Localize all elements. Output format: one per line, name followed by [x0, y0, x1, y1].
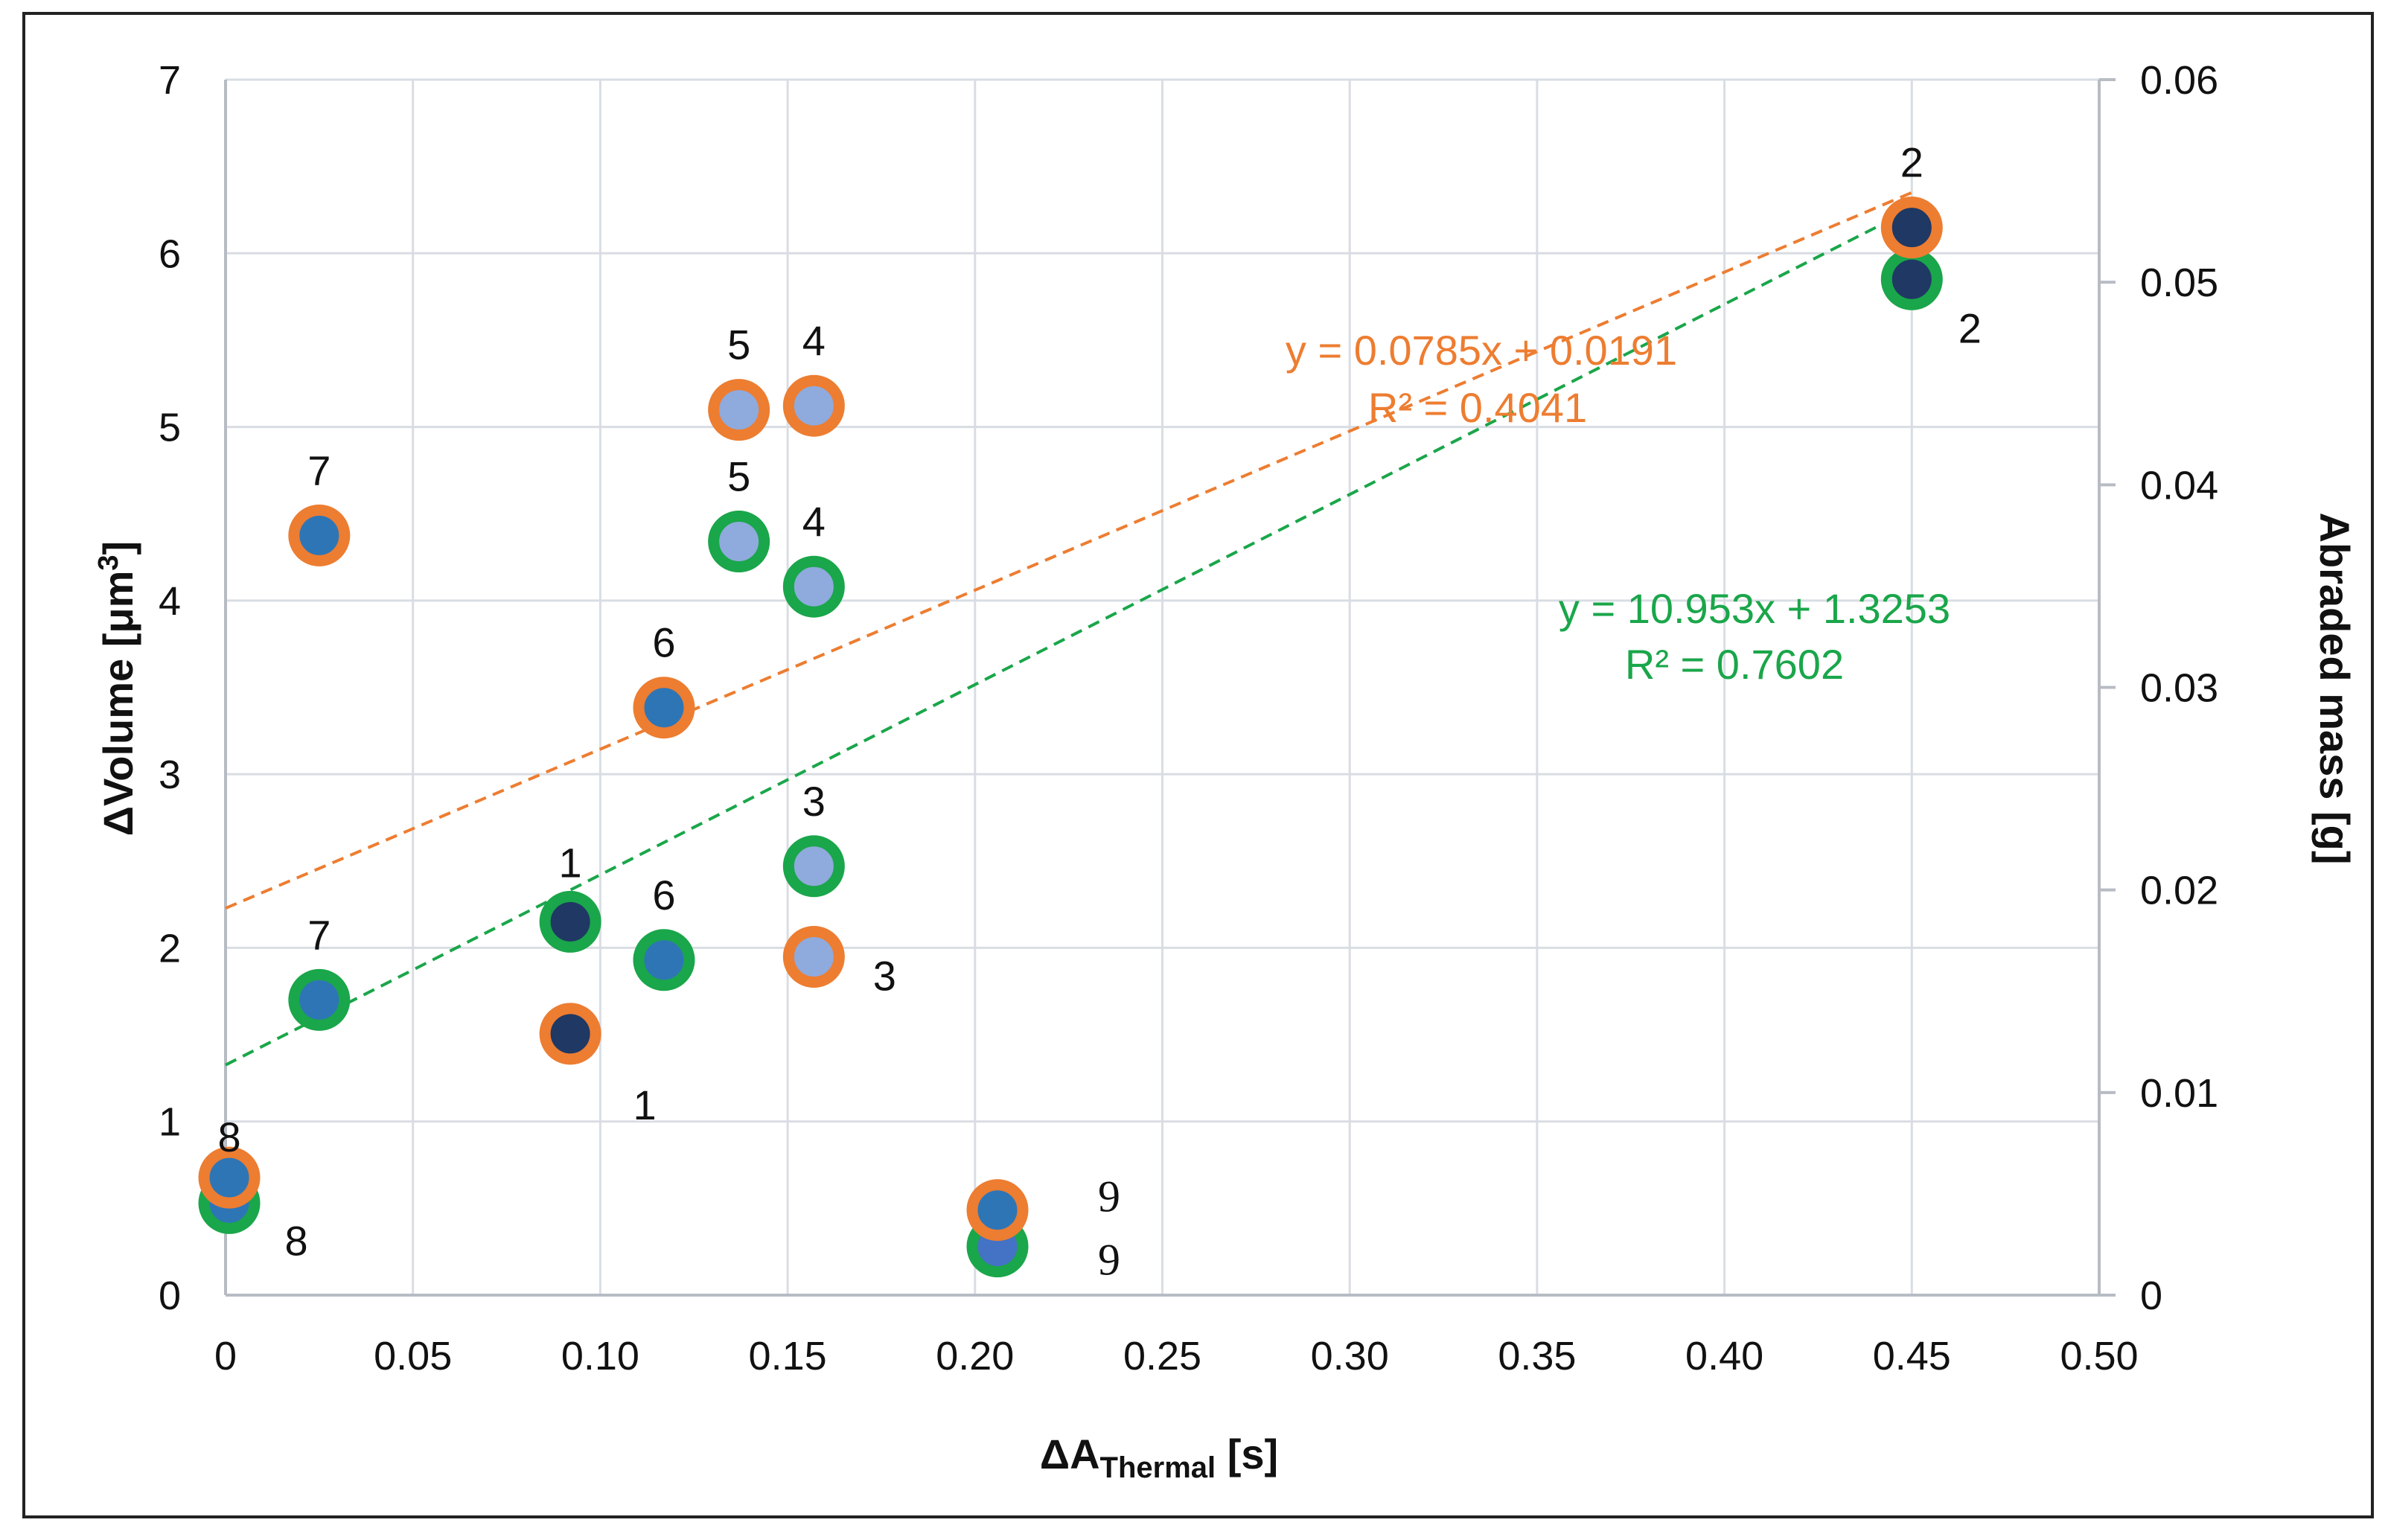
y-left-tick-label: 1 [159, 1100, 181, 1145]
data-point-label: 2 [1900, 139, 1924, 186]
data-point [708, 379, 770, 441]
x-axis-title: ΔAThermal [s] [1040, 1431, 1278, 1484]
data-point [782, 925, 845, 988]
data-point-label: 7 [307, 911, 331, 958]
data-point [198, 1146, 261, 1209]
orange-trend-equation: y = 0.0785x + 0.0191 [1286, 327, 1677, 374]
data-point-label: 5 [727, 453, 750, 500]
y-right-tick-label: 0.06 [2140, 58, 2218, 103]
y-left-tick-label: 7 [159, 58, 181, 103]
x-tick-label: 0.40 [1685, 1334, 1763, 1378]
data-point-label: 3 [802, 778, 826, 825]
data-point [633, 929, 695, 991]
data-point-label: 1 [559, 839, 582, 886]
data-point-label: 8 [284, 1217, 307, 1264]
data-point-label: 8 [217, 1114, 240, 1160]
x-tick-label: 0.30 [1311, 1334, 1389, 1378]
x-tick-label: 0.05 [374, 1334, 452, 1378]
data-point-label: 6 [652, 619, 675, 666]
data-point-label: 4 [802, 317, 826, 364]
data-point-label: 4 [802, 498, 826, 545]
y-left-tick-labels: 0 1 2 3 4 5 6 7 [159, 58, 181, 1318]
x-tick-label: 0.35 [1498, 1334, 1576, 1378]
y-right-tick-labels: 0 0.01 0.02 0.03 0.04 0.05 0.06 [2140, 58, 2218, 1318]
data-point [539, 1003, 601, 1065]
data-point-label: 7 [307, 447, 331, 493]
data-point [708, 511, 770, 573]
data-point-label: 9 [1098, 1236, 1120, 1285]
y-left-tick-label: 4 [159, 579, 181, 624]
x-tick-label: 0.45 [1873, 1334, 1951, 1378]
data-point [782, 835, 845, 898]
data-point-label: 2 [1958, 304, 1982, 351]
y-left-tick-label: 6 [159, 231, 181, 276]
data-point-label: 6 [652, 872, 675, 918]
data-point [539, 890, 601, 953]
x-tick-label: 0.25 [1123, 1334, 1201, 1378]
data-point-label: 9 [1098, 1172, 1120, 1221]
y-left-tick-label: 2 [159, 926, 181, 971]
x-tick-label: 0.15 [749, 1334, 827, 1378]
y-right-tick-label: 0.01 [2140, 1071, 2218, 1116]
data-point [633, 677, 695, 739]
x-tick-labels: 0 0.05 0.10 0.15 0.20 0.25 0.30 0.35 0.40 0.45 0.5… [214, 1334, 2139, 1378]
green-trend-r2: R² = 0.7602 [1625, 641, 1844, 688]
data-point [782, 374, 845, 437]
y-right-axis-title: Abraded mass [g] [2311, 513, 2358, 865]
data-point [288, 968, 351, 1031]
green-fit-trendline [225, 208, 1913, 1067]
y-right-tick-label: 0.03 [2140, 666, 2218, 711]
data-point-label: 1 [633, 1081, 657, 1128]
green-trend-equation: y = 10.953x + 1.3253 [1559, 585, 1950, 632]
data-points [198, 197, 1943, 1278]
y-left-tick-label: 5 [159, 406, 181, 450]
orange-trend-r2: R² = 0.4041 [1368, 384, 1587, 431]
data-point-label: 3 [873, 952, 896, 999]
data-point [288, 504, 351, 566]
x-tick-label: 0.20 [936, 1334, 1014, 1378]
y-right-tick-label: 0 [2140, 1274, 2162, 1318]
y-right-tick-label: 0.05 [2140, 261, 2218, 305]
point-labels: 1 2 3 4 5 6 7 8 9 1 2 3 4 5 6 7 8 9 [217, 139, 1981, 1285]
trendlines [225, 191, 1913, 1067]
data-point [1880, 197, 1943, 259]
x-tick-label: 0.10 [561, 1334, 639, 1378]
data-point-label: 5 [727, 322, 750, 368]
chart-frame [22, 12, 2374, 1518]
data-point [1880, 248, 1943, 310]
y-right-tick-label: 0.02 [2140, 869, 2218, 913]
x-tick-label: 0 [214, 1334, 237, 1378]
x-tick-label: 0.50 [2060, 1334, 2138, 1378]
data-point [782, 555, 845, 618]
y-left-tick-label: 3 [159, 753, 181, 797]
orange-fit-trendline [225, 191, 1913, 910]
data-point [966, 1179, 1029, 1242]
axes [224, 78, 2116, 1297]
y-left-axis-title: ΔVolume [μm3] [93, 541, 141, 836]
y-left-tick-label: 0 [159, 1274, 181, 1318]
y-right-tick-label: 0.04 [2140, 463, 2218, 508]
